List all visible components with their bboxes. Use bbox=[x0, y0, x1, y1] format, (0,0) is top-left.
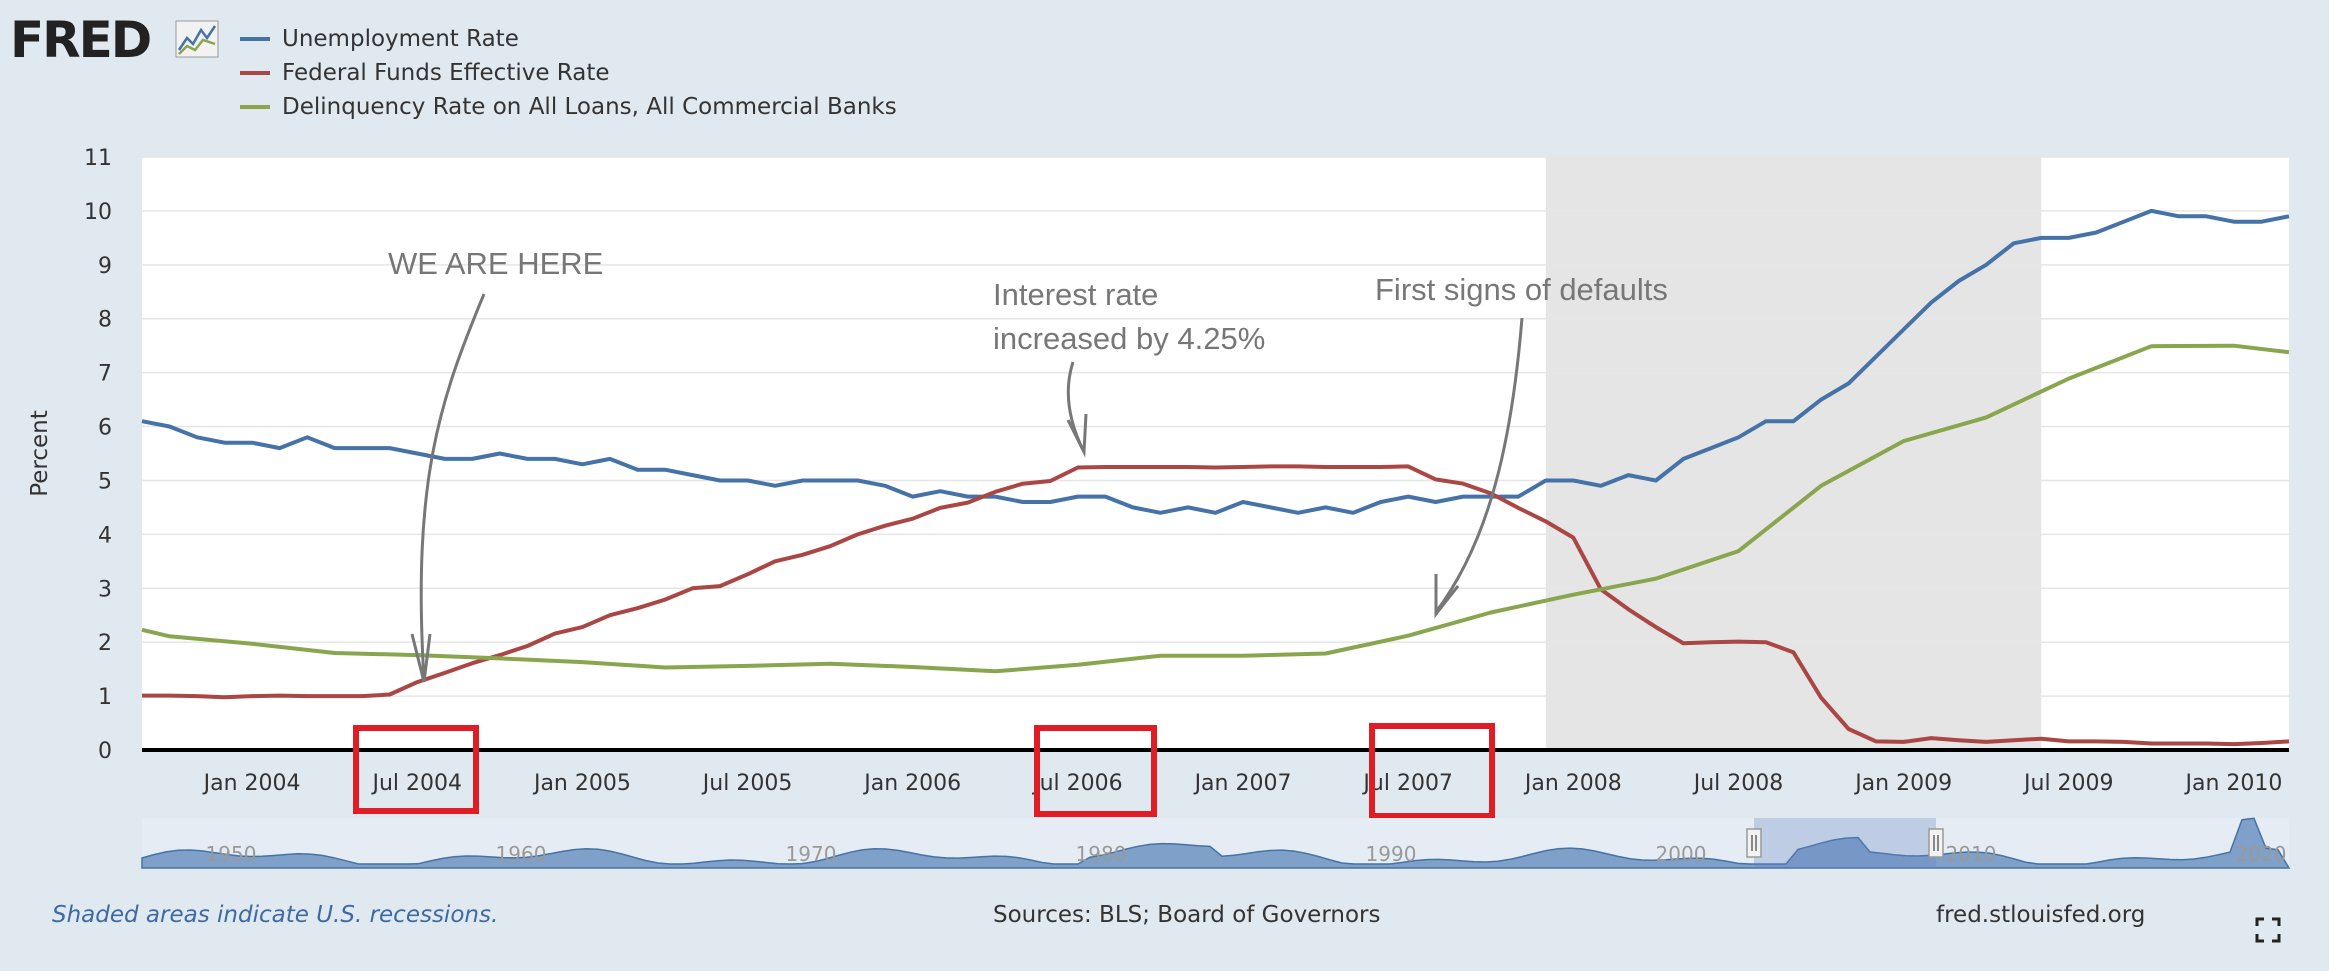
navigator-label: 1980 bbox=[1076, 842, 1127, 866]
annotation-arrow-first-defaults bbox=[1434, 317, 1524, 613]
legend-swatch-unemployment bbox=[240, 37, 270, 41]
navigator-label: 1950 bbox=[206, 842, 257, 866]
series-line-unemployment bbox=[141, 208, 2290, 515]
y-tick-label: 5 bbox=[98, 469, 112, 494]
x-tick-label: Jan 2010 bbox=[2183, 771, 2282, 796]
x-tick-label: Jul 2009 bbox=[2022, 771, 2114, 796]
highlight-box-jul-2004 bbox=[353, 725, 479, 814]
line-chart: 0 1 2 3 4 5 6 7 8 9 10 11 Percent Jan 2004 Jul 2004 Jan… bbox=[27, 146, 2291, 869]
navigator-label: 1990 bbox=[1366, 842, 1417, 866]
recession-shading bbox=[1545, 157, 2042, 750]
x-tick-label: Jan 2004 bbox=[202, 771, 301, 796]
navigator-handle-right[interactable] bbox=[1928, 828, 1944, 858]
navigator-label: 2020 bbox=[2236, 842, 2287, 866]
y-tick-label: 4 bbox=[98, 523, 112, 548]
legend-item-unemployment[interactable]: Unemployment Rate bbox=[240, 22, 897, 56]
site-link[interactable]: fred.stlouisfed.org bbox=[1936, 902, 2146, 928]
annotation-first-defaults: First signs of defaults bbox=[1375, 272, 1668, 307]
navigator-label: 2010 bbox=[1946, 842, 1997, 866]
legend-swatch-fedfunds bbox=[240, 71, 270, 75]
fred-logo[interactable]: FRED bbox=[10, 11, 152, 69]
x-tick-label: Jul 2005 bbox=[701, 771, 793, 796]
x-tick-label: Jan 2007 bbox=[1193, 771, 1292, 796]
x-tick-label: Jul 2007 bbox=[1361, 771, 1453, 796]
y-tick-label: 11 bbox=[84, 146, 112, 171]
navigator-label: 2000 bbox=[1656, 842, 1707, 866]
annotation-arrowhead-first-defaults bbox=[1434, 574, 1460, 619]
navigator-selected-range bbox=[1754, 818, 1936, 868]
chart-legend: Unemployment Rate Federal Funds Effectiv… bbox=[240, 22, 897, 124]
annotation-interest-rate-line2: increased by 4.25% bbox=[993, 321, 1265, 356]
fred-graph-icon bbox=[175, 20, 219, 58]
x-tick-label: Jan 2009 bbox=[1853, 771, 1952, 796]
x-tick-label: Jan 2008 bbox=[1523, 771, 1622, 796]
y-tick-label: 7 bbox=[98, 362, 112, 387]
legend-swatch-delinquency bbox=[240, 105, 270, 109]
y-tick-label: 10 bbox=[84, 200, 112, 225]
legend-label-unemployment: Unemployment Rate bbox=[282, 26, 519, 52]
navigator-label: 1960 bbox=[496, 842, 547, 866]
annotation-arrow-we-are-here bbox=[419, 293, 486, 681]
annotation-interest-rate: Interest rate bbox=[993, 277, 1158, 312]
y-tick-label: 6 bbox=[98, 416, 112, 441]
y-tick-label: 0 bbox=[98, 739, 112, 764]
fullscreen-icon[interactable] bbox=[2255, 917, 2281, 943]
legend-item-delinquency[interactable]: Delinquency Rate on All Loans, All Comme… bbox=[240, 90, 897, 124]
legend-label-fedfunds: Federal Funds Effective Rate bbox=[282, 60, 610, 86]
y-axis-label: Percent bbox=[27, 410, 53, 497]
y-tick-label: 1 bbox=[98, 685, 112, 710]
highlight-box-jul-2006 bbox=[1034, 725, 1157, 817]
series-line-fedfunds bbox=[142, 464, 2290, 747]
highlight-box-jul-2007 bbox=[1369, 723, 1495, 819]
y-tick-label: 9 bbox=[98, 254, 112, 279]
x-tick-label: Jul 2004 bbox=[370, 771, 462, 796]
y-tick-label: 8 bbox=[98, 308, 112, 333]
annotation-we-are-here: WE ARE HERE bbox=[388, 246, 603, 281]
y-tick-label: 2 bbox=[98, 631, 112, 656]
annotation-arrowhead-we-are-here bbox=[410, 633, 432, 683]
series-line-delinquency bbox=[141, 343, 2290, 674]
x-tick-label: Jan 2006 bbox=[862, 771, 961, 796]
y-tick-label: 3 bbox=[98, 577, 112, 602]
x-tick-label: Jul 2008 bbox=[1692, 771, 1784, 796]
legend-label-delinquency: Delinquency Rate on All Loans, All Comme… bbox=[282, 94, 897, 120]
x-tick-label: Jan 2005 bbox=[532, 771, 631, 796]
sources-text: Sources: BLS; Board of Governors bbox=[993, 902, 1381, 928]
x-tick-label: Jul 2006 bbox=[1031, 771, 1123, 796]
navigator-label: 1970 bbox=[786, 842, 837, 866]
navigator-handle-left[interactable] bbox=[1746, 828, 1762, 858]
annotation-arrowhead-interest-rate bbox=[1066, 413, 1088, 458]
recession-note: Shaded areas indicate U.S. recessions. bbox=[52, 902, 499, 928]
legend-item-fedfunds[interactable]: Federal Funds Effective Rate bbox=[240, 56, 897, 90]
